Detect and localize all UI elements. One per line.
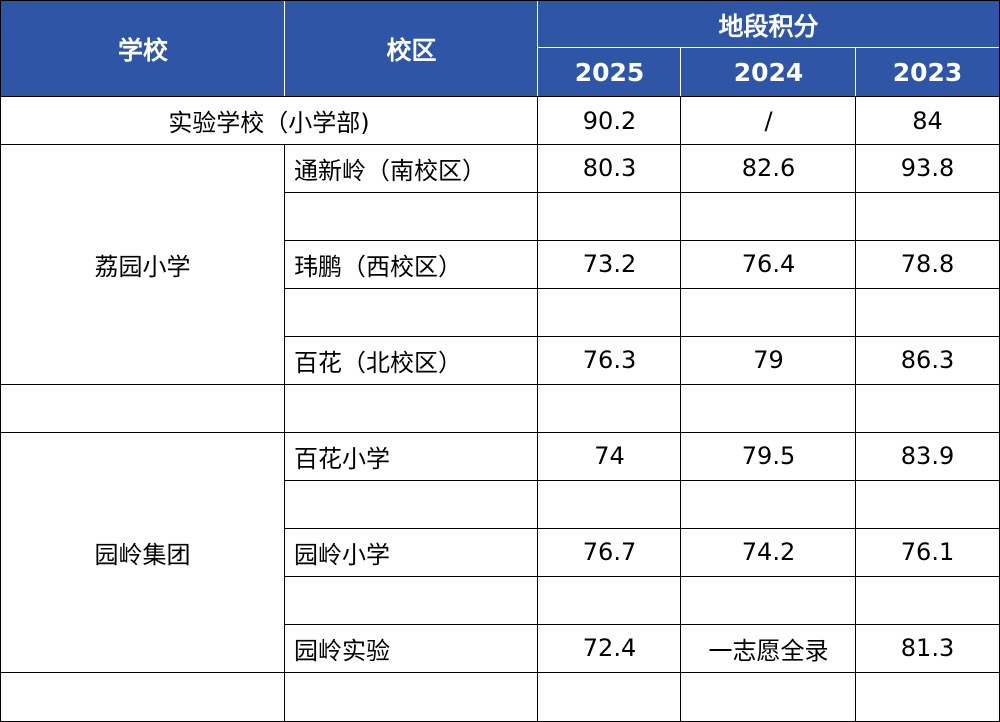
- grid-line: [0, 672, 1000, 673]
- grid-line: [0, 384, 1000, 385]
- header-year-2024: 2024: [681, 48, 856, 96]
- value-cell: 84: [912, 106, 943, 135]
- grid-line: [0, 0, 1, 722]
- value-cell: 74: [594, 442, 625, 470]
- grid-line: [285, 288, 1000, 289]
- value-cell: 86.3: [900, 346, 955, 374]
- campus-cell: 园岭小学: [294, 540, 390, 569]
- grid-line: [680, 96, 681, 722]
- grid-line: [285, 336, 1000, 337]
- header-school: 学校: [1, 1, 285, 96]
- header-year-2023: 2023: [856, 48, 999, 96]
- value-cell: 79.5: [741, 442, 796, 470]
- grid-line: [284, 144, 285, 722]
- value-cell: 76.1: [900, 538, 955, 566]
- school-cell-yuanling: 园岭集团: [94, 540, 191, 569]
- school-cell-liyuan: 荔园小学: [94, 252, 191, 281]
- value-cell: 73.2: [582, 250, 637, 278]
- value-cell: 76.4: [741, 250, 796, 278]
- grid-line: [285, 576, 1000, 577]
- grid-line: [285, 240, 1000, 241]
- value-cell: /: [764, 106, 773, 135]
- grid-line: [285, 624, 1000, 625]
- header-divider: [284, 1, 285, 96]
- value-cell: 80.3: [582, 154, 637, 182]
- campus-cell: 通新岭（南校区）: [294, 156, 486, 185]
- header-divider: [538, 47, 999, 48]
- value-cell: 93.8: [900, 154, 955, 182]
- grid-line: [0, 0, 1000, 1]
- grid-line: [285, 192, 1000, 193]
- school-cell-shiyan: 实验学校（小学部): [168, 109, 370, 137]
- campus-cell: 园岭实验: [294, 636, 390, 665]
- value-cell: 82.6: [741, 154, 796, 182]
- grid-line: [0, 96, 1000, 97]
- grid-line: [855, 96, 856, 722]
- value-cell: 79: [753, 346, 784, 374]
- value-cell: 72.4: [582, 634, 637, 662]
- value-cell: 76.7: [582, 538, 637, 566]
- header-campus: 校区: [285, 1, 538, 96]
- grid-line: [285, 480, 1000, 481]
- value-cell: 90.2: [582, 106, 637, 135]
- value-cell: 83.9: [900, 442, 955, 470]
- value-cell: 81.3: [900, 634, 955, 662]
- header-divider: [680, 48, 681, 96]
- campus-cell: 玮鹏（西校区）: [294, 252, 462, 281]
- header-divider: [855, 48, 856, 96]
- header-year-2025: 2025: [538, 48, 681, 96]
- campus-cell: 百花小学: [294, 444, 390, 473]
- campus-cell: 百花（北校区）: [294, 348, 462, 377]
- header-score-group: 地段积分: [538, 1, 999, 48]
- grid-line: [0, 432, 1000, 433]
- value-cell: 一志愿全录: [708, 636, 829, 665]
- value-cell: 74.2: [741, 538, 796, 566]
- header-divider: [537, 1, 538, 96]
- value-cell: 78.8: [900, 250, 955, 278]
- grid-line: [0, 144, 1000, 145]
- grid-line: [285, 528, 1000, 529]
- grid-line: [537, 96, 538, 722]
- value-cell: 76.3: [582, 346, 637, 374]
